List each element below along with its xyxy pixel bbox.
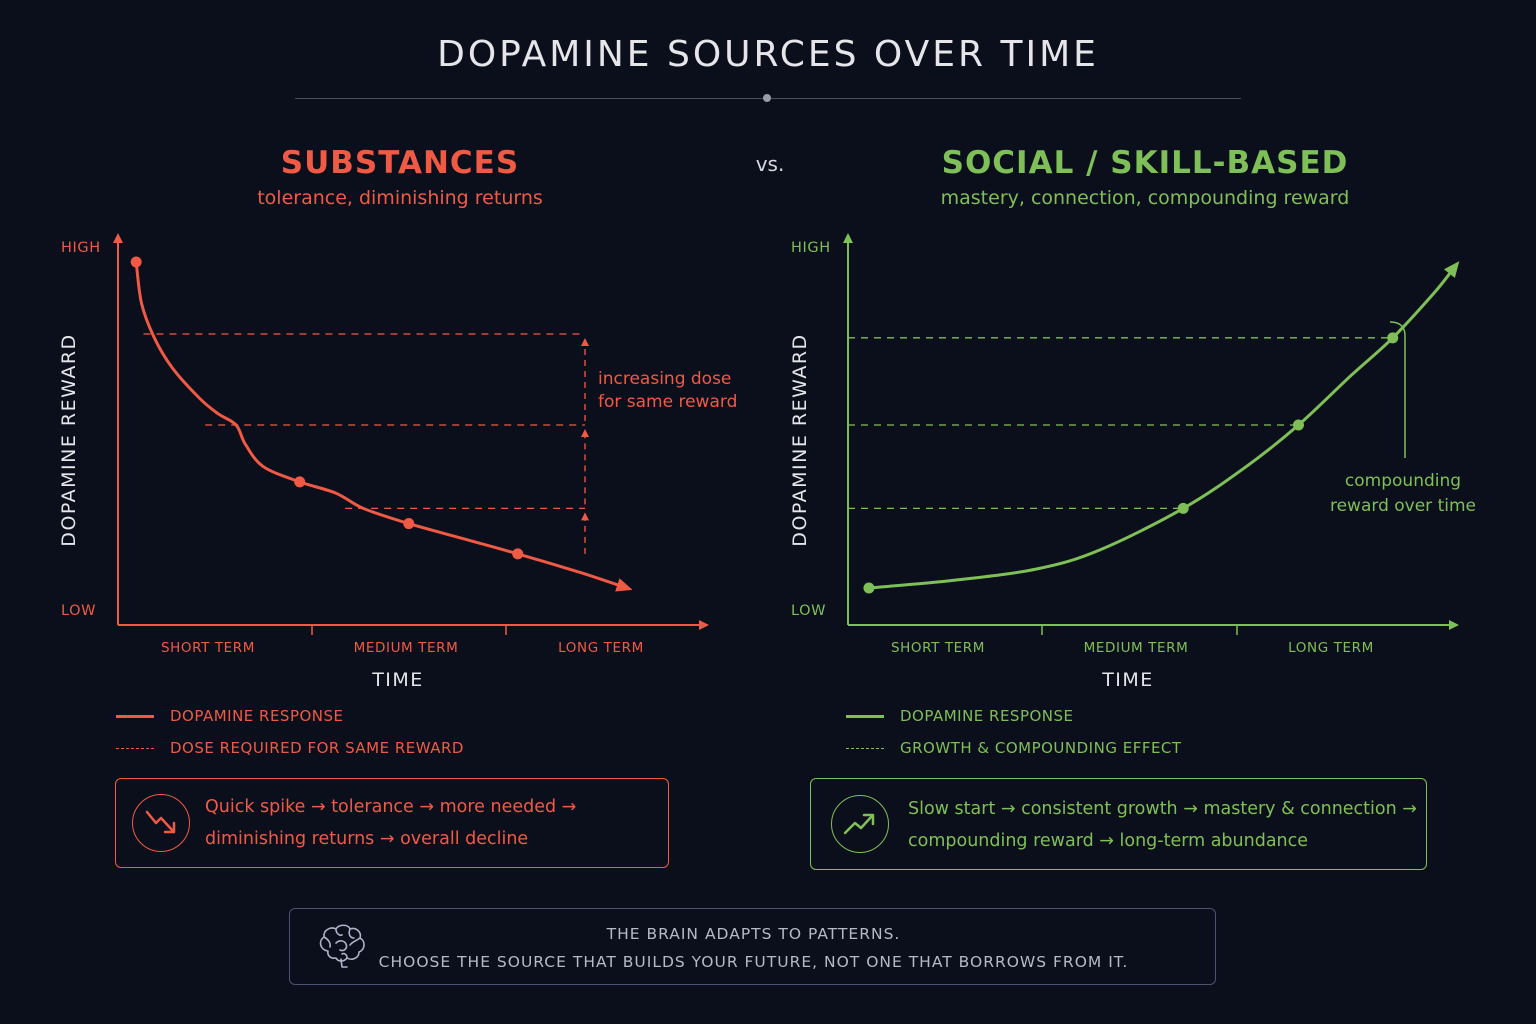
y-axis-label: DOPAMINE REWARD <box>789 333 811 546</box>
brain-icon <box>314 921 370 973</box>
x-axis-label: TIME <box>1101 669 1154 691</box>
x-tick-label: SHORT TERM <box>891 640 985 656</box>
x-tick-label: LONG TERM <box>1288 640 1374 656</box>
vs-label: vs. <box>755 152 785 176</box>
social-annotation-line1: compounding <box>1344 471 1462 491</box>
substances-summary-box: Quick spike → tolerance → more needed → … <box>115 778 669 868</box>
legend-label: DOPAMINE RESPONSE <box>900 707 1074 725</box>
social-summary-box: Slow start → consistent growth → mastery… <box>810 778 1427 870</box>
substances-legend-dashed: DOSE REQUIRED FOR SAME REWARD <box>116 739 464 757</box>
solid-line-swatch <box>846 715 884 718</box>
data-point <box>1387 332 1399 344</box>
y-tick-label-high: HIGH <box>791 240 831 256</box>
legend-label: DOPAMINE RESPONSE <box>170 707 344 725</box>
social-annotation-line2: reward over time <box>1329 496 1476 516</box>
dashed-line-swatch <box>846 748 884 749</box>
dashed-line-swatch <box>116 748 154 749</box>
social-legend-solid: DOPAMINE RESPONSE <box>846 707 1074 725</box>
substances-annotation: increasing dose for same reward <box>598 368 737 414</box>
y-axis-label: DOPAMINE REWARD <box>58 333 80 546</box>
social-summary-line2: compounding reward → long-term abundance <box>908 831 1309 851</box>
data-point <box>512 548 524 560</box>
dopamine-response-line <box>134 260 633 592</box>
page-title: DOPAMINE SOURCES OVER TIME <box>437 34 1099 75</box>
footer-box: THE BRAIN ADAPTS TO PATTERNS. CHOOSE THE… <box>289 908 1216 985</box>
social-subtitle: mastery, connection, compounding reward <box>940 187 1350 209</box>
footer-line1: THE BRAIN ADAPTS TO PATTERNS. <box>606 925 901 943</box>
footer-line2: CHOOSE THE SOURCE THAT BUILDS YOUR FUTUR… <box>378 953 1129 971</box>
y-tick-label-low: LOW <box>61 603 96 619</box>
social-summary-text: Slow start → consistent growth → mastery… <box>908 793 1417 857</box>
solid-line-swatch <box>116 715 154 718</box>
substances-summary-text: Quick spike → tolerance → more needed → … <box>205 791 576 855</box>
x-tick-label: MEDIUM TERM <box>354 640 459 656</box>
trend-down-icon <box>132 794 190 852</box>
data-point <box>1177 502 1189 514</box>
substances-annotation-line1: increasing dose <box>598 369 732 389</box>
data-point <box>130 256 142 268</box>
y-tick-label-low: LOW <box>791 603 826 619</box>
trend-up-icon <box>831 795 889 853</box>
substances-summary-line2: diminishing returns → overall decline <box>205 829 529 849</box>
substances-legend-solid: DOPAMINE RESPONSE <box>116 707 344 725</box>
dopamine-response-line <box>867 261 1460 590</box>
data-point <box>403 518 415 530</box>
social-annotation: compounding reward over time <box>1318 469 1488 519</box>
data-point <box>1292 419 1304 431</box>
social-chart: SHORT TERM MEDIUM TERM LONG TERM LOW HIGH TIM… <box>789 233 1460 691</box>
data-point <box>863 582 875 594</box>
legend-label: DOSE REQUIRED FOR SAME REWARD <box>170 739 464 757</box>
x-axis-label: TIME <box>371 669 424 691</box>
social-legend-dashed: GROWTH & COMPOUNDING EFFECT <box>846 739 1182 757</box>
data-point <box>294 476 306 488</box>
x-tick-label: LONG TERM <box>558 640 644 656</box>
y-tick-label-high: HIGH <box>61 240 101 256</box>
x-tick-label: MEDIUM TERM <box>1084 640 1189 656</box>
substances-summary-line1: Quick spike → tolerance → more needed → <box>205 797 577 817</box>
social-title: SOCIAL / SKILL-BASED <box>941 145 1349 181</box>
substances-subtitle: tolerance, diminishing returns <box>257 187 543 209</box>
substances-chart: SHORT TERM MEDIUM TERM LONG TERM LOW HIGH TIM… <box>58 233 709 691</box>
title-divider-dot <box>763 94 771 102</box>
substances-title: SUBSTANCES <box>280 145 520 181</box>
substances-annotation-line2: for same reward <box>598 392 738 412</box>
x-tick-label: SHORT TERM <box>161 640 255 656</box>
social-summary-line1: Slow start → consistent growth → mastery… <box>908 799 1417 819</box>
legend-label: GROWTH & COMPOUNDING EFFECT <box>900 739 1182 757</box>
